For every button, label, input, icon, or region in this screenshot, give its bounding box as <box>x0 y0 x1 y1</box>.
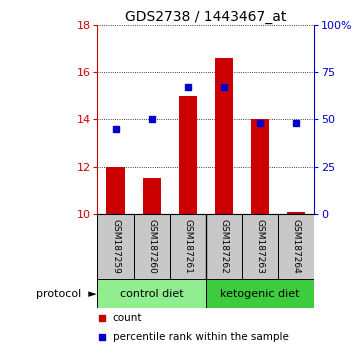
Bar <box>97 279 206 308</box>
Text: GSM187264: GSM187264 <box>292 219 300 274</box>
Text: percentile rank within the sample: percentile rank within the sample <box>113 332 288 342</box>
Text: GSM187262: GSM187262 <box>219 219 228 274</box>
Bar <box>106 167 125 214</box>
Bar <box>134 214 170 279</box>
Bar <box>170 214 206 279</box>
Bar <box>97 214 134 279</box>
Text: ketogenic diet: ketogenic diet <box>220 289 300 299</box>
Text: GSM187259: GSM187259 <box>111 219 120 274</box>
Text: count: count <box>113 313 142 323</box>
Text: control diet: control diet <box>120 289 183 299</box>
Bar <box>278 214 314 279</box>
Text: GSM187261: GSM187261 <box>183 219 192 274</box>
Bar <box>143 178 161 214</box>
Text: GSM187260: GSM187260 <box>147 219 156 274</box>
Text: GSM187263: GSM187263 <box>256 219 264 274</box>
Bar <box>287 212 305 214</box>
Text: protocol  ►: protocol ► <box>36 289 97 299</box>
Bar <box>215 58 233 214</box>
Bar <box>179 96 197 214</box>
Bar <box>206 279 314 308</box>
Bar <box>251 119 269 214</box>
Title: GDS2738 / 1443467_at: GDS2738 / 1443467_at <box>125 10 287 24</box>
Bar <box>206 214 242 279</box>
Bar <box>242 214 278 279</box>
